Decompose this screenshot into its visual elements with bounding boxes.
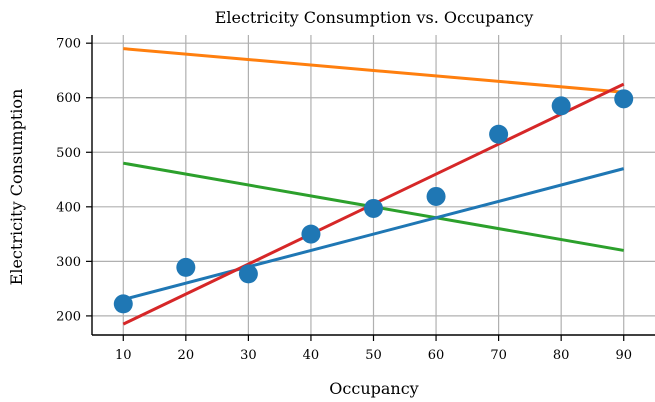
data-point-1 — [113, 294, 133, 314]
y-tick-label: 700 — [56, 37, 81, 52]
data-point-4 — [301, 224, 321, 244]
x-tick-label: 70 — [490, 348, 507, 363]
data-point-5 — [364, 198, 383, 218]
axes: 10 20 30 40 50 60 70 80 90 200 300 400 500 600 700 — [56, 35, 655, 363]
data-point-2 — [176, 257, 196, 277]
data-point-3 — [238, 264, 258, 284]
y-tick-label: 600 — [56, 91, 81, 106]
x-tick-label: 60 — [428, 348, 445, 363]
data-point-7 — [489, 124, 509, 144]
x-axis-label: Occupancy — [329, 379, 418, 398]
chart-title: Electricity Consumption vs. Occupancy — [215, 8, 534, 27]
x-tick-label: 30 — [240, 348, 257, 363]
data-point-8 — [551, 96, 571, 116]
y-tick-label: 400 — [56, 200, 81, 215]
y-tick-label: 200 — [56, 309, 81, 324]
y-axis-label: Electricity Consumption — [7, 89, 26, 286]
x-tick-label: 90 — [615, 348, 632, 363]
plot-area — [113, 47, 634, 326]
data-point-9 — [614, 89, 634, 109]
y-tick-label: 300 — [56, 255, 81, 270]
grid — [92, 35, 655, 335]
x-tick-label: 40 — [303, 348, 320, 363]
x-tick-label: 10 — [115, 348, 132, 363]
series-line-3 — [122, 167, 625, 301]
x-tick-label: 20 — [178, 348, 195, 363]
series-line-1 — [123, 47, 624, 94]
x-tick-label: 80 — [553, 348, 570, 363]
y-tick-label: 500 — [56, 146, 81, 161]
data-point-6 — [426, 186, 446, 206]
x-tick-label: 50 — [365, 348, 382, 363]
